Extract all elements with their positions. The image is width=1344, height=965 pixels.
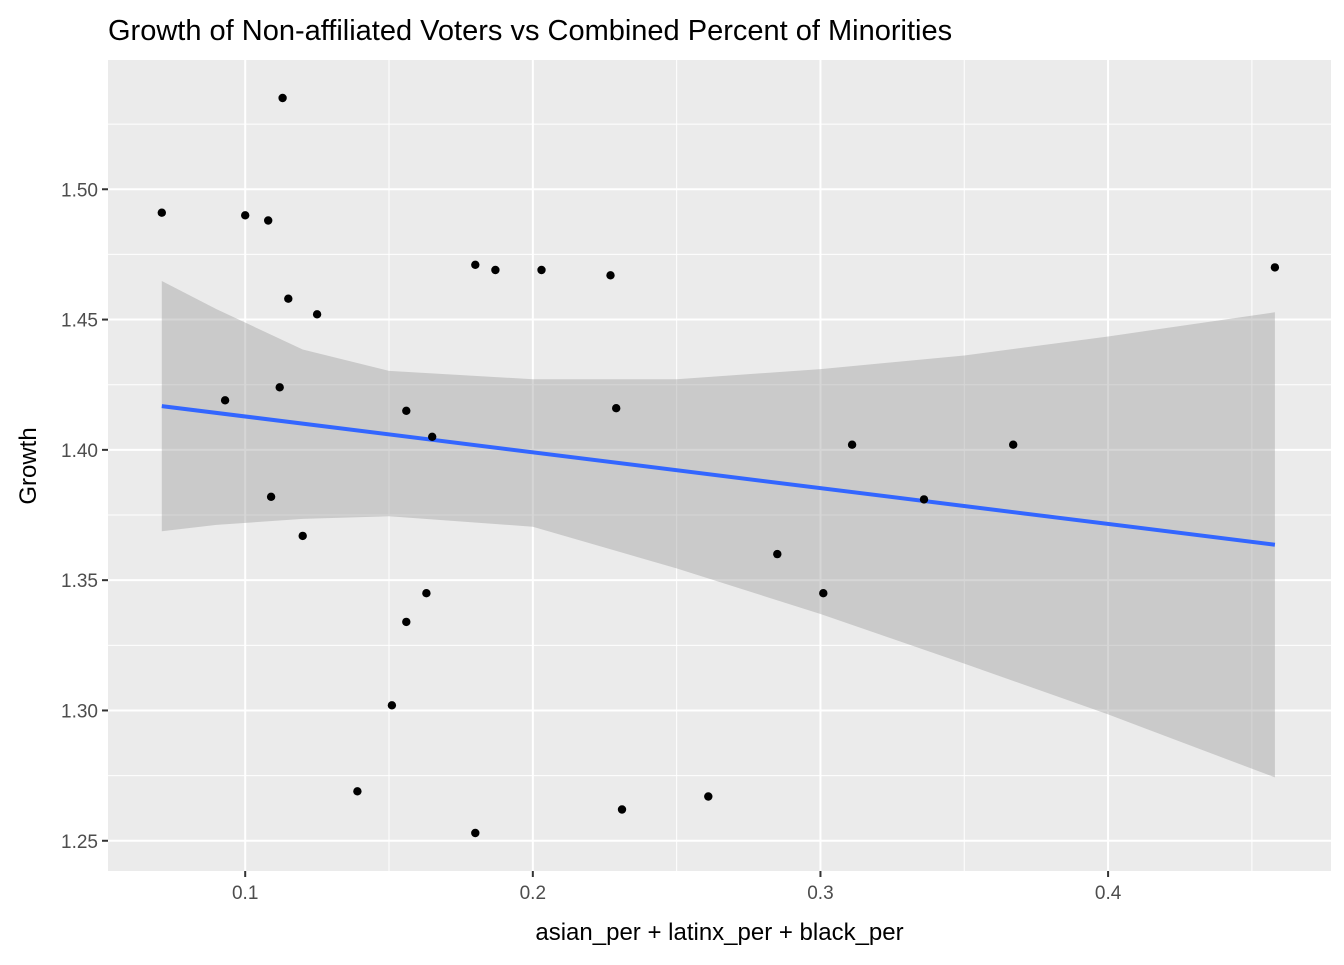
data-point: [606, 271, 615, 280]
data-point: [264, 216, 273, 225]
y-tick-label: 1.35: [61, 571, 98, 592]
confidence-band-layer: [161, 281, 1275, 778]
regression-line: [161, 404, 1276, 547]
data-point: [704, 792, 713, 801]
chart-title: Growth of Non-affiliated Voters vs Combi…: [108, 15, 952, 47]
data-point: [919, 495, 929, 504]
data-point: [471, 828, 480, 838]
x-tick-label: 0.2: [520, 883, 546, 904]
y-tick-label: 1.50: [61, 180, 98, 201]
data-point: [298, 531, 307, 541]
major-gridlines: [108, 60, 1331, 871]
data-point: [819, 589, 828, 598]
data-point: [402, 406, 411, 415]
data-point: [353, 787, 362, 796]
data-point: [612, 404, 621, 413]
fit-line-layer: [161, 404, 1276, 547]
confidence-band: [161, 281, 1275, 778]
y-tick-label: 1.30: [61, 701, 98, 722]
y-axis-title: Growth: [15, 427, 42, 504]
plot-panel: [108, 60, 1331, 871]
x-axis-ticks: 0.1 0.2 0.3 0.4: [232, 871, 1122, 904]
x-tick-label: 0.1: [232, 883, 258, 904]
data-point: [773, 549, 782, 559]
y-tick-label: 1.45: [61, 311, 98, 332]
data-point: [312, 310, 322, 319]
minor-gridlines: [108, 60, 1331, 871]
data-point: [241, 211, 250, 220]
y-tick-label: 1.25: [61, 832, 98, 853]
data-points-layer: [157, 93, 1280, 838]
data-point: [387, 701, 397, 710]
data-point: [284, 294, 293, 303]
data-point: [471, 260, 480, 269]
data-point: [1009, 440, 1018, 449]
y-axis-ticks: 1.25 1.30 1.35 1.40 1.45 1.50: [61, 180, 108, 853]
x-tick-label: 0.4: [1095, 883, 1122, 904]
data-point: [266, 492, 276, 501]
data-point: [422, 589, 431, 598]
data-point: [617, 805, 627, 814]
data-point: [275, 383, 284, 392]
x-tick-label: 0.3: [807, 883, 833, 904]
data-point: [1270, 263, 1280, 272]
y-tick-label: 1.40: [61, 441, 98, 462]
x-axis-title: asian_per + latinx_per + black_per: [535, 919, 903, 946]
data-point: [537, 265, 546, 275]
data-point: [491, 265, 500, 275]
data-point: [428, 432, 437, 441]
data-point: [220, 396, 230, 405]
data-point: [278, 93, 287, 103]
data-point: [402, 617, 411, 627]
data-point: [157, 208, 166, 217]
data-point: [847, 440, 857, 449]
